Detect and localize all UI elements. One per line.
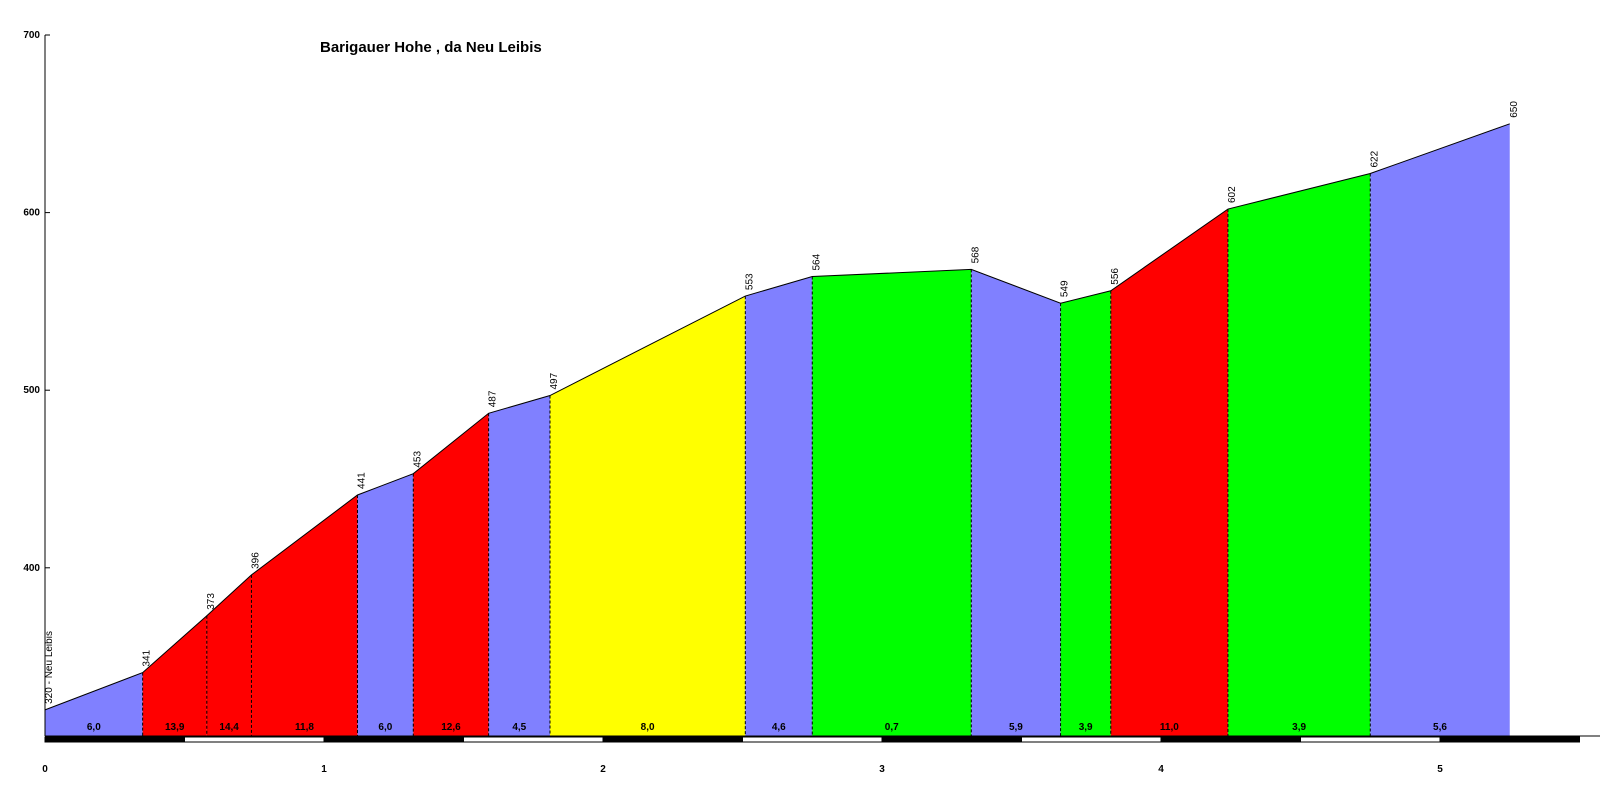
x-tick-label: 1 xyxy=(321,764,327,775)
elevation-label: 453 xyxy=(412,451,423,468)
x-tick-label: 0 xyxy=(42,764,48,775)
x-scale-block xyxy=(1300,736,1441,743)
x-scale-block xyxy=(602,736,743,743)
axes-layer: 400 500 600 700 0 1 2 3 4 5 xyxy=(23,30,1600,775)
elevation-label: 650 xyxy=(1509,101,1520,118)
x-tick-label: 2 xyxy=(600,764,606,775)
elevation-label: 564 xyxy=(811,253,822,270)
x-tick-label: 4 xyxy=(1158,764,1164,775)
segment-gradient-label: 11,8 xyxy=(295,722,314,733)
segment-fill xyxy=(142,615,207,736)
segment-gradient-label: 5,6 xyxy=(1433,722,1447,733)
elevation-label: 373 xyxy=(206,593,217,610)
segments-layer xyxy=(45,123,1510,737)
segment-gradient-label: 12,6 xyxy=(441,722,461,733)
x-scale-block xyxy=(1439,736,1580,743)
elevation-label: 396 xyxy=(250,552,261,569)
start-point-label: 320 - Neu Leibis xyxy=(44,631,55,704)
elevation-label: 441 xyxy=(356,472,367,489)
y-tick-label: 400 xyxy=(23,563,40,574)
elevation-label: 497 xyxy=(549,372,560,389)
x-tick-label: 3 xyxy=(879,764,885,775)
segment-fill xyxy=(1110,209,1228,737)
segment-gradient-label: 0,7 xyxy=(885,722,899,733)
segment-fill xyxy=(413,413,489,736)
segment-fill xyxy=(357,473,414,736)
segment-gradient-label: 6,0 xyxy=(87,722,101,733)
elevation-label: 602 xyxy=(1227,186,1238,203)
segment-gradient-label: 6,0 xyxy=(378,722,392,733)
y-tick-label: 500 xyxy=(23,385,40,396)
segment-gradient-label: 3,9 xyxy=(1292,722,1306,733)
segment-fill xyxy=(1370,123,1510,737)
elevation-label: 553 xyxy=(744,273,755,290)
outline-layer xyxy=(44,123,1510,736)
segment-fill xyxy=(1060,290,1111,736)
x-scale-block xyxy=(1160,736,1301,743)
segment-fill xyxy=(45,672,143,736)
x-scale-block xyxy=(742,736,883,743)
profile-line xyxy=(44,123,1510,711)
chart-title: Barigauer Hohe , da Neu Leibis xyxy=(320,39,542,56)
x-scale-block xyxy=(184,736,325,743)
segment-fill xyxy=(1227,173,1371,736)
x-scale-block xyxy=(881,736,1022,743)
segment-fill xyxy=(549,296,746,736)
segment-gradient-label: 5,9 xyxy=(1009,722,1023,733)
segment-gradient-label: 8,0 xyxy=(641,722,655,733)
elevation-label: 487 xyxy=(488,390,499,407)
x-scale-block xyxy=(1021,736,1162,743)
segment-fill xyxy=(251,494,358,736)
segment-gradient-label: 14,4 xyxy=(219,722,239,733)
segment-fill xyxy=(488,395,550,736)
x-scale-block xyxy=(323,736,464,743)
segment-gradient-label: 4,5 xyxy=(512,722,526,733)
segment-gradient-label: 13,9 xyxy=(165,722,185,733)
elevation-label: 556 xyxy=(1110,268,1121,285)
segment-gradient-label: 11,0 xyxy=(1160,722,1179,733)
elevation-label: 341 xyxy=(142,649,153,666)
elevation-label: 622 xyxy=(1369,150,1380,167)
x-scale-block xyxy=(463,736,604,743)
segment-gradient-label: 4,6 xyxy=(772,722,786,733)
x-scale-block xyxy=(44,736,185,743)
elevation-label: 568 xyxy=(970,246,981,263)
y-tick-label: 700 xyxy=(23,30,40,41)
segment-fill xyxy=(971,269,1061,736)
x-tick-label: 5 xyxy=(1437,764,1443,775)
segment-fill xyxy=(206,574,252,736)
labels-layer: 6,0 13,9 14,4 11,8 6,0 12,6 4,5 8,0 4,6 0,7 5,9 3,9… xyxy=(44,101,1520,733)
segment-fill xyxy=(812,269,972,736)
elevation-label: 549 xyxy=(1060,280,1071,297)
y-tick-label: 600 xyxy=(23,208,40,219)
segment-fill xyxy=(745,276,813,736)
segment-gradient-label: 3,9 xyxy=(1079,722,1093,733)
